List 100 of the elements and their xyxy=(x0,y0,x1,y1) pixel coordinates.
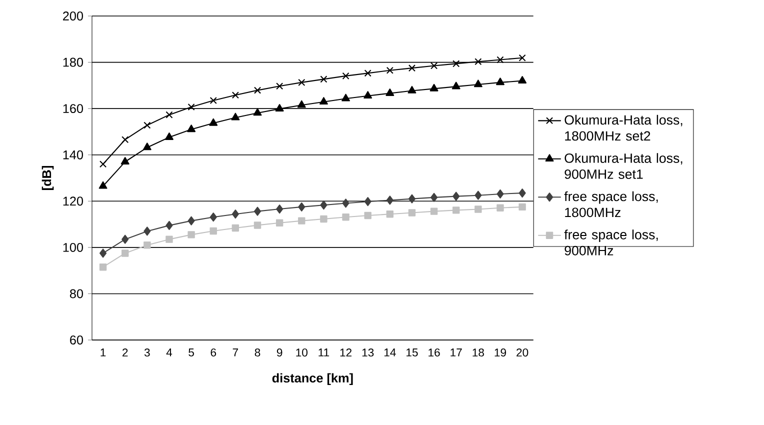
x-tick-label: 11 xyxy=(318,348,330,356)
point xyxy=(452,60,460,68)
x-tick-label: 12 xyxy=(340,348,352,356)
point xyxy=(120,157,130,164)
point xyxy=(188,103,195,111)
point xyxy=(144,242,151,249)
point xyxy=(518,188,526,198)
point xyxy=(298,202,306,212)
point xyxy=(474,206,482,213)
point xyxy=(452,192,460,201)
x-tick-label: 3 xyxy=(144,348,150,357)
point xyxy=(386,88,394,96)
point xyxy=(276,219,284,227)
x-tick-label: 6 xyxy=(210,348,216,357)
y-tick-label: 140 xyxy=(63,150,84,160)
x-tick-label: 4 xyxy=(166,348,172,356)
x-tick-label: 19 xyxy=(494,348,506,357)
point xyxy=(122,136,129,144)
point xyxy=(98,181,108,189)
x-tick-label: 1 xyxy=(100,348,106,356)
point xyxy=(100,248,107,258)
y-tick-label: 120 xyxy=(63,196,84,206)
x-tick-label: 17 xyxy=(450,348,462,356)
x-tick-label: 8 xyxy=(254,348,260,357)
y-axis-title: [dB] xyxy=(42,166,54,190)
point xyxy=(122,250,129,257)
point xyxy=(232,210,239,219)
point xyxy=(254,86,262,94)
point xyxy=(99,264,107,271)
point xyxy=(320,76,328,83)
point xyxy=(518,76,527,84)
point xyxy=(320,215,328,223)
point xyxy=(496,204,504,212)
point xyxy=(474,80,482,88)
x-tick-label: 5 xyxy=(188,348,194,356)
y-tick-label: 160 xyxy=(63,104,84,114)
point xyxy=(386,210,394,218)
point xyxy=(254,206,262,216)
x-tick-label: 18 xyxy=(472,348,484,357)
point xyxy=(253,108,262,116)
legend-label: free space loss, 1800MHz xyxy=(564,191,658,218)
point xyxy=(231,112,240,120)
point xyxy=(342,214,350,221)
point xyxy=(165,132,174,140)
point xyxy=(297,100,306,108)
point xyxy=(166,111,173,118)
point xyxy=(386,196,394,205)
x-tick-label: 2 xyxy=(122,348,128,356)
point xyxy=(254,222,262,229)
point xyxy=(364,197,372,206)
point xyxy=(298,78,306,86)
point xyxy=(275,104,284,112)
point xyxy=(474,58,482,66)
legend-label: Okumura-Hata loss, 900MHz set1 xyxy=(564,153,682,179)
point xyxy=(166,236,173,243)
point xyxy=(342,198,350,208)
point xyxy=(232,224,240,232)
point xyxy=(276,82,284,90)
point xyxy=(319,97,328,105)
point xyxy=(188,216,195,226)
point xyxy=(474,190,482,200)
point xyxy=(496,78,504,86)
point xyxy=(210,227,217,235)
x-tick-label: 9 xyxy=(276,348,282,357)
y-tick-label: 200 xyxy=(63,12,84,20)
y-tick-label: 80 xyxy=(70,289,84,298)
point xyxy=(276,204,284,214)
point xyxy=(342,72,350,80)
x-tick-label: 20 xyxy=(516,348,528,357)
point xyxy=(408,209,416,216)
point xyxy=(144,226,151,236)
point xyxy=(518,54,526,62)
point xyxy=(188,231,195,238)
point xyxy=(364,91,372,99)
point xyxy=(209,118,218,126)
point xyxy=(210,212,217,222)
point xyxy=(430,62,438,70)
x-tick-label: 13 xyxy=(362,348,374,357)
point xyxy=(408,64,416,72)
point xyxy=(342,94,350,102)
point xyxy=(142,142,152,150)
legend-label: Okumura-Hata loss, 1800MHz set2 xyxy=(564,114,682,141)
point xyxy=(298,217,306,224)
point xyxy=(166,220,173,230)
point xyxy=(364,212,372,220)
point xyxy=(496,56,504,64)
x-axis-title: distance [km] xyxy=(272,373,353,386)
legend-label: free space loss, 900MHz xyxy=(564,230,658,256)
y-tick-label: 60 xyxy=(70,336,84,344)
point xyxy=(122,234,129,244)
x-tick-label: 10 xyxy=(296,348,308,357)
x-tick-label: 15 xyxy=(406,348,418,356)
point xyxy=(496,189,504,199)
point xyxy=(99,160,107,168)
x-tick-label: 14 xyxy=(384,348,396,356)
point xyxy=(232,92,239,99)
y-tick-label: 180 xyxy=(63,58,84,67)
point xyxy=(408,86,416,94)
point xyxy=(430,192,438,202)
point xyxy=(452,206,460,214)
